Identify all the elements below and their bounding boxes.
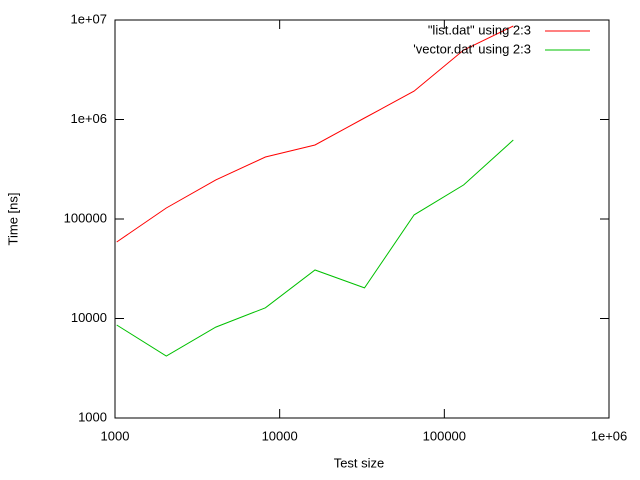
x-tick-label: 1e+06	[591, 428, 628, 443]
y-tick-label: 100000	[64, 210, 107, 225]
series-line	[116, 25, 514, 243]
x-axis-label: Test size	[334, 455, 385, 470]
legend-label: 'vector.dat' using 2:3	[413, 41, 531, 56]
y-tick-label: 1000	[78, 409, 107, 424]
x-tick-label: 1000	[101, 428, 130, 443]
plot-border	[114, 19, 610, 419]
x-tick-label: 10000	[262, 428, 298, 443]
y-tick-label: 10000	[71, 310, 107, 325]
series-line	[116, 139, 514, 357]
x-tick-label: 100000	[423, 428, 466, 443]
legend-label: "list.dat" using 2:3	[428, 22, 531, 37]
y-axis-label: Time [ns]	[5, 193, 20, 246]
y-tick-label: 1e+06	[70, 111, 107, 126]
y-tick-label: 1e+07	[70, 11, 107, 26]
